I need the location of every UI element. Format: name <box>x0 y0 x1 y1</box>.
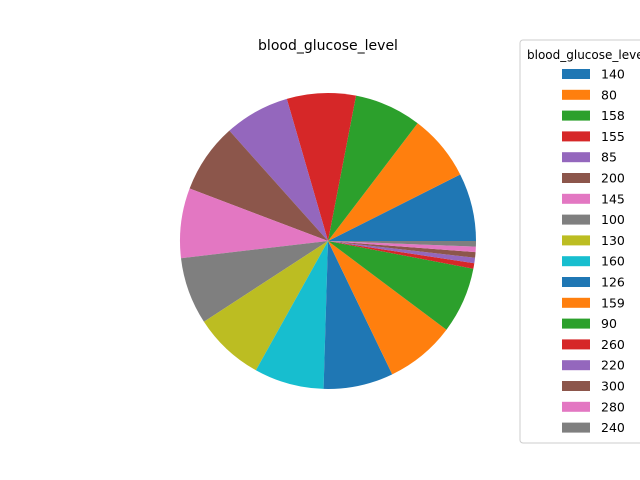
legend-label-280: 280 <box>601 399 625 414</box>
legend-label-220: 220 <box>601 358 625 373</box>
pie-slice-145 <box>179 188 328 259</box>
legend-swatch-90 <box>562 318 590 329</box>
legend-label-85: 85 <box>601 150 617 165</box>
legend-swatch-159 <box>562 297 590 308</box>
pie-slice-100 <box>181 241 328 322</box>
pie-slice-126 <box>323 241 393 389</box>
legend-swatch-140 <box>562 69 590 79</box>
pie-slice-130 <box>203 241 328 371</box>
pie-slice-155 <box>286 93 357 242</box>
legend-swatch-240 <box>562 422 590 433</box>
pie-slice-159 <box>328 241 447 375</box>
legend-label-100: 100 <box>601 212 625 227</box>
legend-swatch-260 <box>562 339 590 350</box>
legend-swatch-145 <box>562 193 590 204</box>
legend: blood_glucose_level 14080158155852001451… <box>519 39 640 444</box>
legend-label-260: 260 <box>601 337 625 352</box>
legend-swatch-130 <box>562 235 590 246</box>
legend-swatch-280 <box>562 401 590 412</box>
legend-label-145: 145 <box>601 191 625 206</box>
legend-swatch-300 <box>562 381 590 391</box>
pie-slice-280 <box>328 241 476 253</box>
legend-swatch-158 <box>562 110 590 121</box>
legend-swatch-100 <box>562 214 590 225</box>
legend-swatch-85 <box>562 152 590 163</box>
legend-label-300: 300 <box>601 379 625 394</box>
legend-swatch-155 <box>562 131 590 142</box>
legend-label-130: 130 <box>601 233 625 248</box>
pie-slice-90 <box>328 241 474 330</box>
pie-slice-140 <box>328 174 476 241</box>
pie-slice-240 <box>328 241 476 247</box>
legend-items: 140 80 158 155 85 200 145 100 130 160 126 159 90 260 2… <box>562 67 625 435</box>
legend-label-240: 240 <box>601 420 625 435</box>
legend-swatch-200 <box>562 173 590 183</box>
pie-slice-160 <box>255 241 328 389</box>
legend-swatch-220 <box>562 360 590 371</box>
legend-label-140: 140 <box>601 67 625 82</box>
legend-label-80: 80 <box>601 87 617 102</box>
legend-swatch-80 <box>562 89 590 100</box>
legend-swatch-160 <box>562 256 590 267</box>
pie-slice-158 <box>328 95 418 242</box>
pie-slices <box>179 93 476 389</box>
chart-title: blood_glucose_level <box>258 38 398 54</box>
legend-label-158: 158 <box>601 108 625 123</box>
legend-title: blood_glucose_level <box>527 48 640 62</box>
pie-slice-260 <box>328 241 475 269</box>
legend-label-160: 160 <box>601 254 625 269</box>
legend-swatch-126 <box>562 277 590 287</box>
pie-slice-85 <box>229 98 328 241</box>
pie-slice-200 <box>189 130 328 241</box>
legend-label-90: 90 <box>601 316 617 331</box>
legend-label-159: 159 <box>601 295 625 310</box>
pie-slice-300 <box>328 241 476 258</box>
legend-label-126: 126 <box>601 275 625 290</box>
pie-slice-220 <box>328 241 476 264</box>
legend-label-200: 200 <box>601 171 625 186</box>
legend-label-155: 155 <box>601 129 625 144</box>
pie-slice-80 <box>328 123 461 241</box>
